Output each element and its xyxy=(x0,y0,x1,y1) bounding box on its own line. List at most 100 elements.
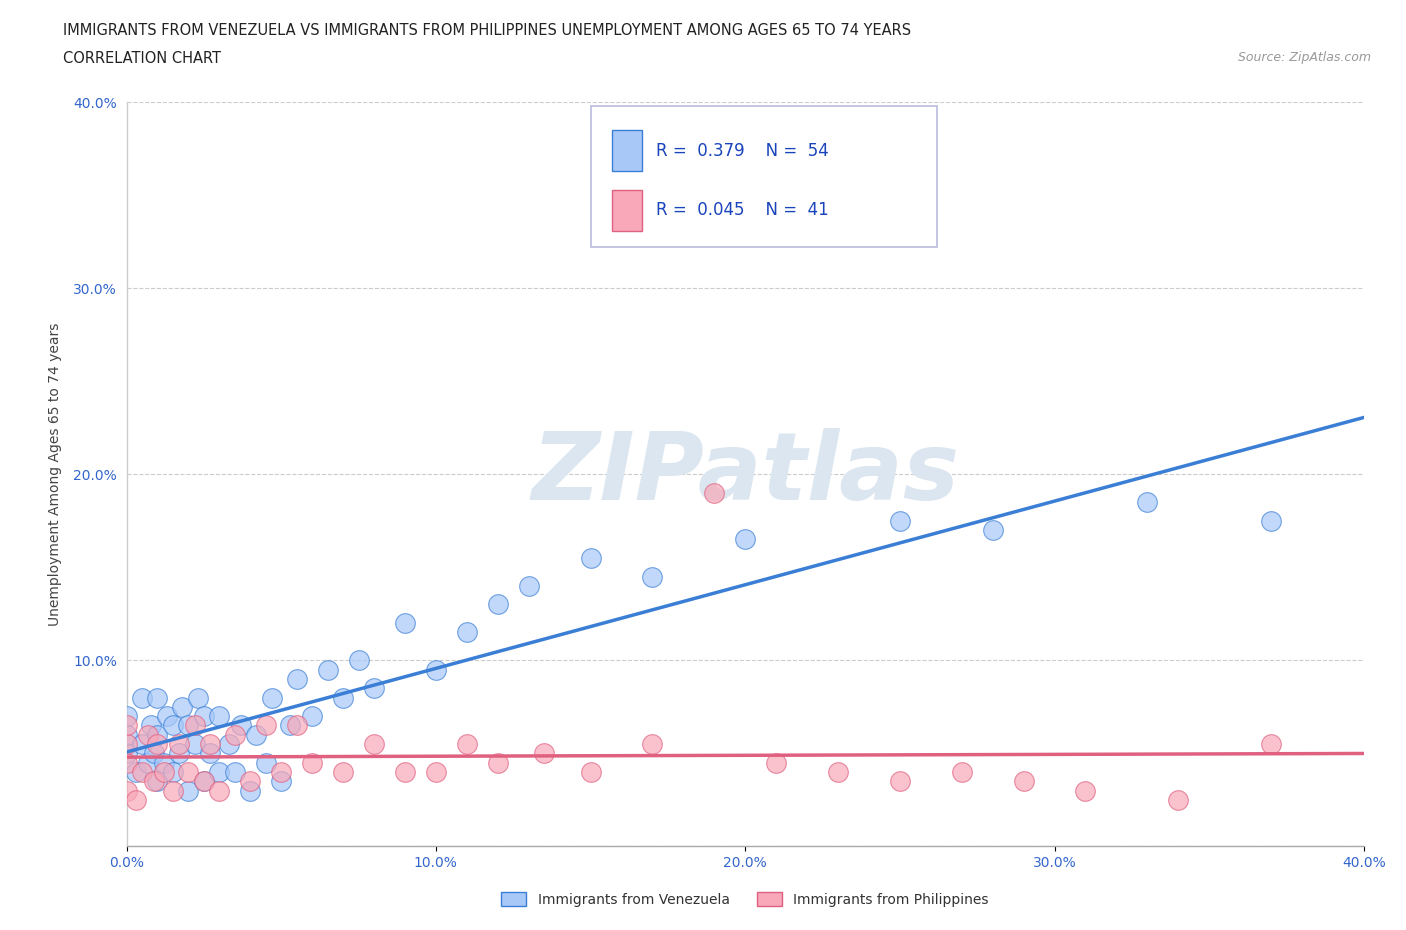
Point xyxy=(270,764,292,779)
Point xyxy=(193,774,215,789)
Point xyxy=(456,625,478,640)
Point xyxy=(115,746,138,761)
Point xyxy=(981,523,1004,538)
Point xyxy=(229,718,252,733)
Point xyxy=(239,774,262,789)
Point xyxy=(1012,774,1035,789)
Point xyxy=(183,718,205,733)
Point xyxy=(486,755,509,770)
Point xyxy=(183,737,205,751)
Point xyxy=(1260,513,1282,528)
Point xyxy=(156,709,179,724)
Point xyxy=(486,597,509,612)
Point xyxy=(301,755,323,770)
Point xyxy=(115,737,138,751)
Point xyxy=(177,764,200,779)
Text: R =  0.379    N =  54: R = 0.379 N = 54 xyxy=(657,141,830,160)
Point xyxy=(703,485,725,500)
Point xyxy=(136,755,159,770)
Point xyxy=(143,774,166,789)
Point xyxy=(765,755,787,770)
Point xyxy=(301,709,323,724)
Point xyxy=(146,727,169,742)
Point xyxy=(125,764,148,779)
Point xyxy=(1167,792,1189,807)
Text: CORRELATION CHART: CORRELATION CHART xyxy=(63,51,221,66)
Point xyxy=(254,755,277,770)
Point xyxy=(285,718,308,733)
Point xyxy=(187,690,209,705)
Point xyxy=(131,690,153,705)
Point xyxy=(167,746,190,761)
Point xyxy=(162,718,184,733)
Point xyxy=(363,737,385,751)
Point xyxy=(827,764,849,779)
Point xyxy=(1136,495,1159,510)
Point xyxy=(224,764,246,779)
Point xyxy=(579,764,602,779)
Point xyxy=(131,737,153,751)
Y-axis label: Unemployment Among Ages 65 to 74 years: Unemployment Among Ages 65 to 74 years xyxy=(48,323,62,626)
Point xyxy=(332,690,354,705)
Bar xyxy=(612,130,643,171)
Point xyxy=(198,746,221,761)
Point xyxy=(425,662,447,677)
Point xyxy=(456,737,478,751)
Point xyxy=(889,513,911,528)
Point xyxy=(363,681,385,696)
Point xyxy=(579,551,602,565)
FancyBboxPatch shape xyxy=(591,106,936,247)
Point xyxy=(641,737,664,751)
Point xyxy=(115,783,138,798)
Point xyxy=(245,727,267,742)
Point xyxy=(270,774,292,789)
Point xyxy=(198,737,221,751)
Point xyxy=(136,727,159,742)
Point xyxy=(280,718,302,733)
Point xyxy=(1074,783,1097,798)
Text: IMMIGRANTS FROM VENEZUELA VS IMMIGRANTS FROM PHILIPPINES UNEMPLOYMENT AMONG AGES: IMMIGRANTS FROM VENEZUELA VS IMMIGRANTS … xyxy=(63,23,911,38)
Point xyxy=(218,737,240,751)
Point xyxy=(115,718,138,733)
Point xyxy=(172,699,194,714)
Point xyxy=(141,718,163,733)
Point xyxy=(143,746,166,761)
Point xyxy=(162,783,184,798)
Point xyxy=(167,737,190,751)
Point xyxy=(208,783,231,798)
Point xyxy=(889,774,911,789)
Point xyxy=(152,755,174,770)
Text: R =  0.045    N =  41: R = 0.045 N = 41 xyxy=(657,201,830,219)
Point xyxy=(162,764,184,779)
Point xyxy=(193,774,215,789)
Point xyxy=(285,671,308,686)
Point xyxy=(115,755,138,770)
Point xyxy=(152,764,174,779)
Point xyxy=(224,727,246,742)
Point xyxy=(394,764,416,779)
Point xyxy=(517,578,540,593)
Point xyxy=(193,709,215,724)
Text: ZIPatlas: ZIPatlas xyxy=(531,429,959,520)
Point xyxy=(533,746,555,761)
Point xyxy=(115,727,138,742)
Point xyxy=(131,764,153,779)
Point xyxy=(734,532,756,547)
Point xyxy=(146,774,169,789)
Point xyxy=(260,690,283,705)
Point xyxy=(208,764,231,779)
Point xyxy=(425,764,447,779)
Point xyxy=(177,718,200,733)
Point xyxy=(146,737,169,751)
Point xyxy=(347,653,370,668)
Point xyxy=(177,783,200,798)
Point xyxy=(332,764,354,779)
Point xyxy=(316,662,339,677)
Point xyxy=(394,616,416,631)
Point xyxy=(146,690,169,705)
Point xyxy=(125,792,148,807)
Point xyxy=(115,709,138,724)
Text: Source: ZipAtlas.com: Source: ZipAtlas.com xyxy=(1237,51,1371,64)
Point xyxy=(208,709,231,724)
Point xyxy=(254,718,277,733)
